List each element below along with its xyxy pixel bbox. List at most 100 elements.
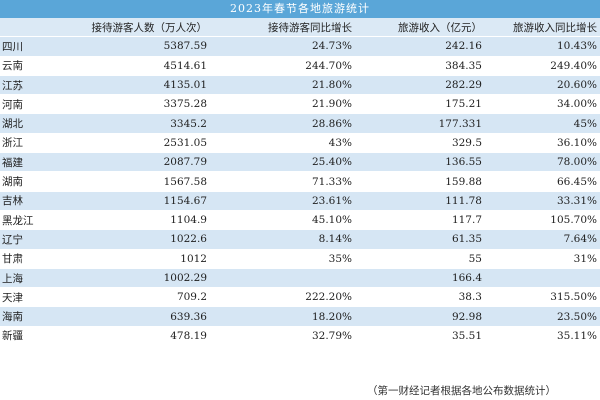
cell-revenue: 175.21 [355, 94, 485, 115]
cell-revenue: 329.5 [355, 133, 485, 154]
cell-revenue-growth: 20.60% [485, 75, 600, 96]
cell-revenue: 61.35 [355, 229, 485, 250]
cell-visitors-growth: 21.90% [210, 94, 355, 115]
cell-revenue-growth: 23.50% [485, 306, 600, 327]
cell-revenue-growth: 10.43% [485, 36, 600, 57]
cell-visitors: 639.36 [58, 306, 210, 327]
cell-visitors: 478.19 [58, 326, 210, 347]
cell-visitors-growth: 45.10% [210, 210, 355, 231]
cell-visitors-growth: 43% [210, 133, 355, 154]
cell-visitors: 4514.61 [58, 56, 210, 76]
cell-visitors-growth: 25.40% [210, 152, 355, 173]
table-row: 河南 3375.28 21.90% 175.21 34.00% [0, 94, 600, 115]
cell-region: 新疆 [0, 326, 58, 347]
table-row: 新疆 478.19 32.79% 35.51 35.11% [0, 326, 600, 347]
header-visitors-growth: 接待游客同比增长 [210, 18, 355, 38]
table-row: 湖北 3345.2 28.86% 177.331 45% [0, 113, 600, 134]
cell-visitors: 1012 [58, 249, 210, 269]
cell-revenue: 117.7 [355, 210, 485, 231]
cell-region: 海南 [0, 306, 58, 327]
table-row: 天津 709.2 222.20% 38.3 315.50% [0, 287, 600, 308]
cell-revenue: 166.4 [355, 268, 485, 289]
table-row: 辽宁 1022.6 8.14% 61.35 7.64% [0, 229, 600, 250]
cell-visitors: 1022.6 [58, 229, 210, 250]
table-title: 2023年春节各地旅游统计 [0, 0, 600, 18]
cell-visitors: 1154.67 [58, 191, 210, 211]
cell-revenue: 282.29 [355, 75, 485, 96]
table-row: 四川 5387.59 24.73% 242.16 10.43% [0, 36, 600, 57]
cell-region: 福建 [0, 152, 58, 173]
cell-region: 云南 [0, 56, 58, 76]
cell-visitors: 5387.59 [58, 36, 210, 57]
cell-revenue: 136.55 [355, 152, 485, 173]
cell-region: 天津 [0, 287, 58, 308]
cell-revenue: 92.98 [355, 306, 485, 327]
cell-revenue: 177.331 [355, 113, 485, 134]
cell-revenue-growth: 35.11% [485, 326, 600, 347]
cell-region: 辽宁 [0, 229, 58, 250]
cell-revenue: 38.3 [355, 287, 485, 308]
cell-revenue-growth: 45% [485, 113, 600, 134]
table-row: 上海 1002.29 166.4 [0, 268, 600, 289]
cell-visitors-growth: 32.79% [210, 326, 355, 347]
header-visitors: 接待游客人数（万人次） [58, 18, 210, 38]
cell-revenue: 384.35 [355, 56, 485, 76]
cell-visitors-growth: 71.33% [210, 171, 355, 192]
cell-revenue-growth: 105.70% [485, 210, 600, 231]
cell-revenue: 242.16 [355, 36, 485, 57]
table-row: 云南 4514.61 244.70% 384.35 249.40% [0, 56, 600, 76]
cell-revenue-growth: 249.40% [485, 56, 600, 76]
table-row: 黑龙江 1104.9 45.10% 117.7 105.70% [0, 210, 600, 231]
cell-region: 湖北 [0, 113, 58, 134]
cell-revenue-growth: 78.00% [485, 152, 600, 173]
cell-visitors-growth [210, 268, 355, 289]
cell-region: 甘肃 [0, 249, 58, 269]
header-row: 接待游客人数（万人次） 接待游客同比增长 旅游收入（亿元） 旅游收入同比增长 [0, 18, 600, 38]
table-body: 四川 5387.59 24.73% 242.16 10.43% 云南 4514.61 244.… [0, 36, 600, 347]
table-row: 浙江 2531.05 43% 329.5 36.10% [0, 133, 600, 154]
cell-revenue: 35.51 [355, 326, 485, 347]
cell-revenue-growth: 31% [485, 249, 600, 269]
cell-region: 河南 [0, 94, 58, 115]
header-revenue-growth: 旅游收入同比增长 [485, 18, 600, 38]
cell-visitors: 2531.05 [58, 133, 210, 154]
cell-region: 上海 [0, 268, 58, 289]
cell-revenue: 111.78 [355, 191, 485, 211]
cell-visitors: 2087.79 [58, 152, 210, 173]
cell-revenue-growth: 36.10% [485, 133, 600, 154]
cell-visitors-growth: 28.86% [210, 113, 355, 134]
cell-visitors: 1002.29 [58, 268, 210, 289]
cell-visitors: 3375.28 [58, 94, 210, 115]
cell-revenue: 159.88 [355, 171, 485, 192]
header-region [0, 18, 58, 38]
cell-visitors: 1567.58 [58, 171, 210, 192]
cell-visitors-growth: 24.73% [210, 36, 355, 57]
cell-visitors: 4135.01 [58, 75, 210, 96]
table-row: 福建 2087.79 25.40% 136.55 78.00% [0, 152, 600, 173]
cell-visitors-growth: 222.20% [210, 287, 355, 308]
cell-visitors-growth: 18.20% [210, 306, 355, 327]
cell-visitors-growth: 23.61% [210, 191, 355, 211]
source-note: （第一财经记者根据各地公布数据统计） [363, 383, 560, 398]
cell-revenue-growth: 66.45% [485, 171, 600, 192]
cell-revenue-growth: 7.64% [485, 229, 600, 250]
cell-visitors-growth: 35% [210, 249, 355, 269]
cell-revenue-growth [485, 268, 600, 289]
cell-revenue: 55 [355, 249, 485, 269]
cell-visitors-growth: 21.80% [210, 75, 355, 96]
cell-visitors: 709.2 [58, 287, 210, 308]
cell-visitors-growth: 8.14% [210, 229, 355, 250]
table-row: 湖南 1567.58 71.33% 159.88 66.45% [0, 171, 600, 192]
cell-region: 湖南 [0, 171, 58, 192]
cell-region: 吉林 [0, 191, 58, 211]
cell-region: 浙江 [0, 133, 58, 154]
cell-visitors: 3345.2 [58, 113, 210, 134]
cell-region: 四川 [0, 36, 58, 57]
cell-region: 江苏 [0, 75, 58, 96]
cell-visitors: 1104.9 [58, 210, 210, 231]
table-row: 江苏 4135.01 21.80% 282.29 20.60% [0, 75, 600, 96]
header-revenue: 旅游收入（亿元） [355, 18, 485, 38]
table-row: 海南 639.36 18.20% 92.98 23.50% [0, 306, 600, 327]
cell-revenue-growth: 315.50% [485, 287, 600, 308]
